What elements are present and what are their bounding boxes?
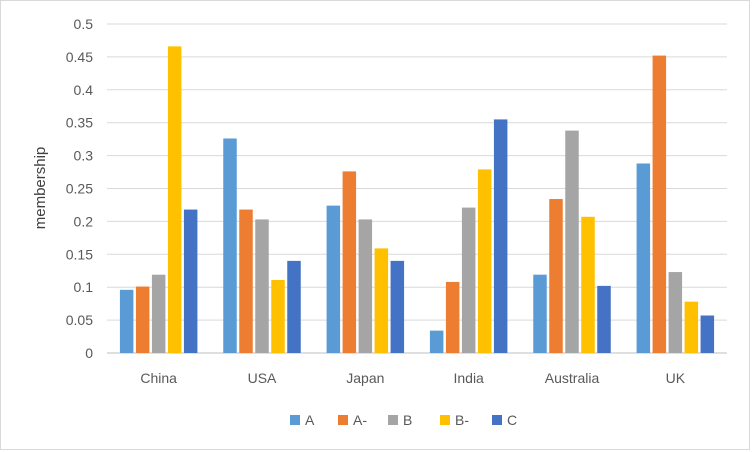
legend-swatch (388, 415, 398, 425)
bar (342, 171, 357, 353)
y-tick-label: 0.3 (74, 148, 94, 164)
legend-label: A (305, 412, 315, 428)
legend-label: B (403, 412, 412, 428)
y-tick-label: 0.35 (66, 115, 93, 131)
x-tick-label: UK (666, 370, 686, 386)
bar (390, 260, 405, 353)
bar (636, 163, 651, 353)
bar (429, 330, 444, 353)
x-tick-label: Japan (346, 370, 384, 386)
bar (255, 219, 269, 353)
x-tick-label: China (140, 370, 177, 386)
bar (533, 274, 547, 353)
bar (239, 209, 253, 353)
y-tick-label: 0.45 (66, 49, 93, 65)
y-tick-label: 0.4 (74, 82, 94, 98)
x-tick-label: India (453, 370, 484, 386)
legend-label: C (507, 412, 517, 428)
legend-swatch (492, 415, 502, 425)
legend-label: A- (353, 412, 367, 428)
bar (668, 272, 683, 353)
y-axis-label: membership (32, 147, 49, 230)
bar (461, 207, 476, 353)
bar (183, 209, 198, 353)
bar (135, 286, 150, 353)
legend-swatch (338, 415, 348, 425)
bar (374, 248, 389, 353)
bar (684, 301, 699, 353)
y-tick-label: 0.25 (66, 181, 93, 197)
x-tick-label: Australia (545, 370, 600, 386)
bar (151, 274, 166, 353)
bar (652, 55, 667, 354)
bar (119, 289, 134, 353)
bar (326, 205, 341, 353)
gridlines (107, 23, 727, 354)
x-axis-ticks: China USA Japan India Australia UK (140, 370, 685, 386)
y-tick-label: 0.05 (66, 312, 93, 328)
bar (287, 260, 301, 353)
y-tick-label: 0.2 (74, 213, 94, 229)
bar (597, 285, 611, 353)
bar (700, 315, 715, 353)
legend-label: B- (455, 412, 469, 428)
bars (119, 46, 715, 354)
legend-swatch (440, 415, 450, 425)
bar (477, 169, 492, 353)
y-tick-label: 0.5 (74, 16, 94, 32)
bar (167, 46, 182, 353)
y-tick-label: 0 (85, 345, 93, 361)
bar (565, 130, 579, 353)
bar (271, 279, 285, 353)
legend: A A- B B- C (290, 412, 517, 428)
bar (493, 119, 508, 353)
legend-swatch (290, 415, 300, 425)
bar (223, 138, 237, 353)
y-axis-ticks: 0 0.05 0.1 0.15 0.2 0.25 0.3 0.35 0.4 0.45 0.5 (66, 16, 93, 361)
x-tick-label: USA (248, 370, 277, 386)
bar (445, 281, 460, 353)
y-tick-label: 0.1 (74, 279, 94, 295)
bar (549, 199, 563, 353)
bar (581, 216, 595, 353)
y-tick-label: 0.15 (66, 246, 93, 262)
bar (358, 219, 373, 353)
